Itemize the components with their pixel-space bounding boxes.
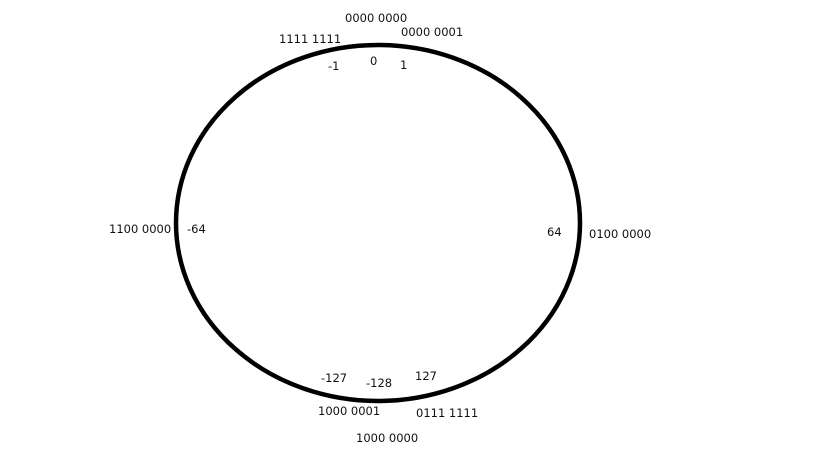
value-label-plus-127: 127 <box>415 369 437 383</box>
value-label-minus-one: -1 <box>328 59 339 73</box>
value-label-plus-64: 64 <box>547 225 562 239</box>
value-label-minus-128: -128 <box>366 376 392 390</box>
binary-label-plus-64: 0100 0000 <box>589 227 651 241</box>
circle-outline <box>176 45 580 401</box>
binary-label-one: 0000 0001 <box>401 25 463 39</box>
binary-label-plus-127: 0111 1111 <box>416 406 478 420</box>
value-label-minus-64: -64 <box>187 222 206 236</box>
value-label-minus-127: -127 <box>321 371 347 385</box>
binary-label-minus-one: 1111 1111 <box>279 32 341 46</box>
binary-label-minus-128: 1000 0000 <box>356 431 418 445</box>
value-label-one: 1 <box>400 58 407 72</box>
binary-label-zero: 0000 0000 <box>345 11 407 25</box>
binary-label-minus-127: 1000 0001 <box>318 404 380 418</box>
value-label-zero: 0 <box>370 54 377 68</box>
binary-label-minus-64: 1100 0000 <box>109 222 171 236</box>
